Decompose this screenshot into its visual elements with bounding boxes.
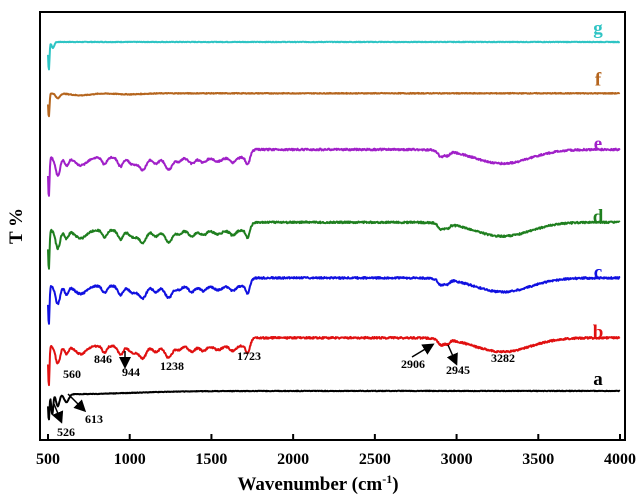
peak-label-3282: 3282 [491, 351, 515, 365]
series-label-a: a [593, 369, 603, 390]
series-line-g [47, 40, 621, 71]
series-line-b [47, 335, 621, 387]
x-tick-label: 4000 [604, 451, 636, 468]
series-layer: g f e d c b a [47, 18, 621, 421]
peak-label-1238: 1238 [160, 359, 184, 373]
series-label-b: b [593, 322, 604, 343]
series-label-g: g [593, 18, 603, 39]
plot-frame [39, 11, 626, 441]
peak-label-1723: 1723 [237, 349, 261, 363]
x-tick-label: 500 [36, 451, 60, 468]
x-tick-label: 1000 [114, 451, 146, 468]
series-label-f: f [595, 69, 602, 90]
peak-arrow-2945 [446, 344, 458, 366]
series-label-d: d [593, 206, 604, 227]
series-line-d [47, 220, 621, 270]
x-axis-title: Wavenumber (cm-1) [237, 472, 398, 495]
peak-label-613: 613 [85, 412, 103, 426]
peak-arrow-2906 [411, 343, 435, 358]
series-label-e: e [594, 134, 602, 155]
y-axis-title: T % [6, 208, 27, 244]
x-ticks: 500 1000 1500 2000 2500 3000 3500 4000 [36, 434, 636, 468]
series-label-c: c [594, 262, 602, 283]
peak-label-2945: 2945 [446, 363, 470, 377]
peak-label-560: 560 [63, 367, 81, 381]
peak-arrow-613 [67, 393, 87, 413]
peak-label-944: 944 [122, 365, 140, 379]
series-line-e [47, 147, 621, 197]
x-tick-label: 3000 [441, 451, 473, 468]
series-line-c [47, 276, 621, 325]
series-line-a [47, 389, 621, 421]
x-tick-label: 2500 [359, 451, 391, 468]
series-line-f [47, 91, 621, 118]
peak-label-526: 526 [57, 425, 75, 439]
x-tick-label: 3500 [522, 451, 554, 468]
annotation-layer: 560 846 944 1238 1723 2906 2945 3282 526 613 [52, 343, 515, 439]
peak-label-2906: 2906 [401, 357, 425, 371]
x-tick-label: 1500 [195, 451, 227, 468]
peak-label-846: 846 [94, 352, 112, 366]
x-tick-label: 2000 [277, 451, 309, 468]
peak-arrow-526 [52, 403, 64, 424]
